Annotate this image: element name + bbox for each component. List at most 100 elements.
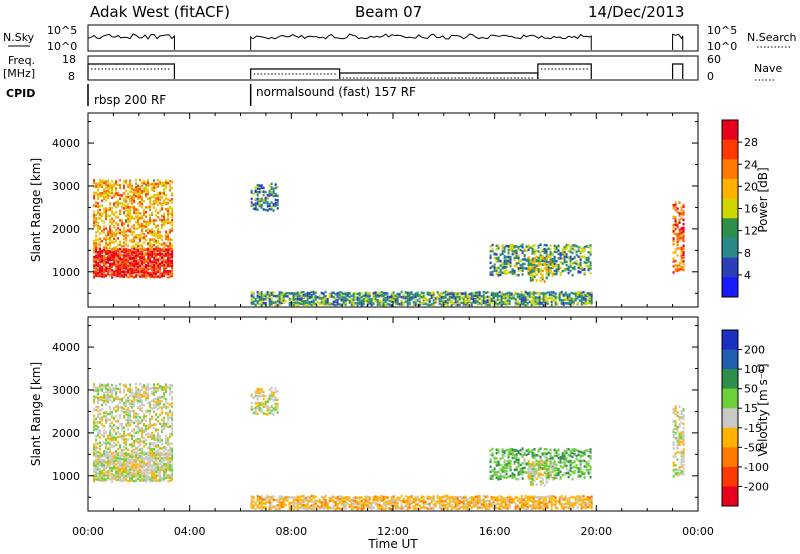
- power-cell: [103, 273, 106, 277]
- velocity-cell: [135, 415, 138, 418]
- power-cell: [169, 207, 172, 210]
- power-cell: [111, 271, 114, 275]
- power-cell: [103, 187, 106, 191]
- velocity-cell: [532, 505, 535, 509]
- power-cell: [95, 258, 98, 261]
- power-cell: [111, 229, 114, 233]
- velocity-cell: [410, 500, 413, 503]
- power-cell: [139, 185, 142, 188]
- power-cell: [125, 179, 128, 183]
- power-cell: [366, 297, 369, 300]
- velocity-cell: [438, 501, 441, 504]
- velocity-cell: [95, 447, 98, 451]
- velocity-cell: [282, 505, 285, 509]
- power-cell: [491, 265, 494, 268]
- power-cell: [153, 222, 156, 226]
- velocity-cell: [95, 435, 98, 438]
- power-cell: [509, 246, 512, 249]
- power-cell: [109, 218, 112, 222]
- power-cell: [151, 220, 154, 223]
- power-cell: [555, 245, 558, 249]
- power-cell: [420, 295, 423, 299]
- velocity-cell: [101, 388, 104, 391]
- velocity-cell: [99, 441, 102, 444]
- power-cell: [564, 298, 567, 301]
- power-cell: [554, 295, 557, 299]
- power-cell: [513, 258, 516, 261]
- velocity-cell: [147, 468, 150, 472]
- velocity-cell: [432, 497, 435, 500]
- power-cell: [496, 292, 499, 295]
- velocity-cell: [524, 496, 527, 500]
- power-cell: [147, 274, 150, 277]
- power-cell: [127, 229, 130, 232]
- velocity-cell: [149, 412, 152, 416]
- velocity-cell: [171, 413, 174, 416]
- velocity-cell: [129, 443, 132, 446]
- power-cell: [127, 255, 130, 258]
- velocity-cell: [147, 476, 150, 480]
- power-cell: [167, 215, 170, 218]
- velocity-cell: [99, 396, 102, 399]
- power-cell: [97, 227, 100, 231]
- power-cell: [545, 272, 548, 276]
- power-cell: [676, 235, 679, 239]
- velocity-cell: [123, 441, 126, 445]
- velocity-cell: [282, 496, 285, 499]
- power-cell: [504, 302, 507, 306]
- power-cell: [149, 238, 152, 241]
- velocity-cell: [151, 465, 154, 469]
- velocity-cell: [95, 424, 98, 427]
- power-cell: [276, 294, 279, 297]
- power-cell: [553, 250, 556, 254]
- velocity-cell: [496, 502, 499, 506]
- velocity-cell: [99, 384, 102, 388]
- power-cell: [270, 297, 273, 300]
- velocity-cell: [165, 437, 168, 440]
- power-cell: [163, 242, 166, 245]
- power-cell: [672, 237, 675, 240]
- nsky-panel: N.Sky 10^5 10^0 10^5 10^0 N.Search: [3, 24, 797, 53]
- velocity-cell: [141, 430, 144, 434]
- velocity-cell: [169, 383, 172, 387]
- power-cell: [444, 302, 447, 306]
- power-cell: [535, 268, 538, 272]
- velocity-cell: [153, 467, 156, 471]
- power-cell: [155, 270, 158, 273]
- power-cell: [498, 294, 501, 298]
- velocity-cell: [442, 503, 445, 506]
- velocity-cell: [97, 392, 100, 395]
- velocity-cell: [103, 479, 106, 483]
- power-cell: [344, 299, 347, 302]
- velocity-cell: [478, 499, 481, 503]
- power-cell: [554, 303, 557, 306]
- power-cell: [115, 247, 118, 250]
- power-cell: [545, 250, 548, 254]
- velocity-cell: [125, 453, 128, 456]
- power-cell: [121, 274, 124, 277]
- velocity-cell: [141, 466, 144, 470]
- power-cell: [680, 227, 683, 230]
- velocity-cell: [304, 503, 307, 507]
- velocity-cell: [157, 448, 160, 452]
- power-cell: [137, 184, 140, 188]
- power-cell: [167, 207, 170, 211]
- power-cell: [123, 263, 126, 267]
- velocity-cell: [486, 495, 489, 498]
- power-cell: [272, 209, 275, 212]
- power-cell: [672, 206, 675, 209]
- velocity-cell: [119, 413, 122, 417]
- power-cell: [101, 272, 104, 275]
- velocity-cell: [125, 403, 128, 406]
- power-cell: [484, 303, 487, 307]
- power-cell: [376, 291, 379, 295]
- power-cell: [147, 271, 150, 274]
- power-cell: [322, 292, 325, 295]
- power-cell: [585, 264, 588, 268]
- velocity-cell: [123, 426, 126, 429]
- power-cell: [547, 273, 550, 277]
- power-cell: [416, 294, 419, 298]
- power-cell: [348, 291, 351, 295]
- power-cell: [99, 180, 102, 184]
